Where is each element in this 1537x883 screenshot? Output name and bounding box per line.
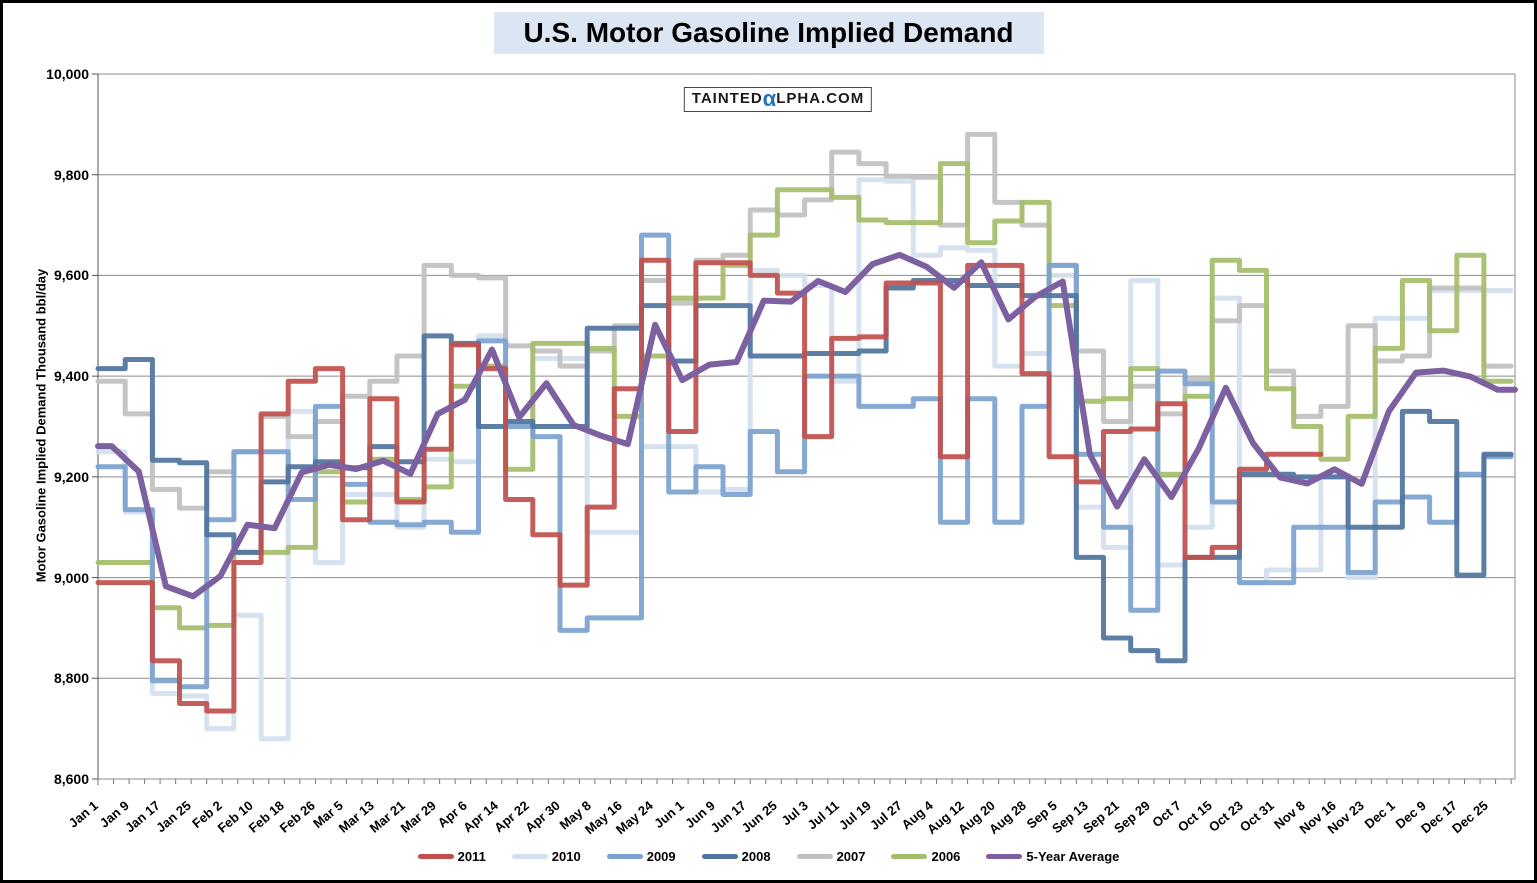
y-axis-label: 8,600 — [53, 771, 89, 787]
legend-label: 2011 — [457, 849, 486, 864]
watermark-badge: TAINTEDαLPHA.COM — [683, 86, 873, 112]
series-line-2006 — [95, 161, 1514, 631]
legend-label: 2007 — [836, 849, 866, 864]
legend-swatch-icon — [986, 854, 1023, 859]
legend-label: 5-Year Average — [1026, 849, 1120, 864]
legend-item-2010: 2010 — [511, 849, 581, 864]
y-axis-label: 9,800 — [53, 166, 89, 183]
legend-item-2008: 2008 — [701, 849, 771, 864]
legend-item-2007: 2007 — [796, 849, 866, 864]
legend-label: 2009 — [646, 849, 676, 864]
legend-swatch-icon — [701, 854, 738, 859]
chart-legend: 2011 2010 2009 2008 2007 2006 5-Year Average — [3, 849, 1534, 864]
watermark-text-left: TAINTED — [691, 90, 763, 107]
y-axis-label: 8,800 — [53, 670, 89, 687]
legend-swatch-icon — [891, 854, 928, 859]
legend-swatch-icon — [796, 854, 833, 859]
legend-item-2011: 2011 — [417, 849, 486, 864]
legend-swatch-icon — [606, 854, 643, 859]
y-axis-label: 10,000 — [46, 66, 89, 82]
y-axis-label: 9,000 — [53, 569, 89, 586]
y-axis-label: 9,400 — [53, 368, 89, 385]
legend-item-5-year-average: 5-Year Average — [986, 849, 1119, 864]
legend-label: 2008 — [741, 849, 771, 864]
chart-plot-area — [92, 73, 1518, 785]
y-axis-label: 9,600 — [53, 267, 89, 284]
legend-swatch-icon — [417, 854, 454, 859]
y-axis-title: Motor Gasoline Implied Demand Thousand b… — [33, 268, 49, 583]
legend-label: 2010 — [551, 849, 581, 864]
legend-swatch-icon — [511, 854, 548, 859]
watermark-alpha-icon: α — [762, 86, 777, 111]
legend-item-2006: 2006 — [891, 849, 960, 864]
watermark-text-right: LPHA.COM — [776, 90, 865, 107]
series-line-5-year-average — [95, 251, 1518, 600]
legend-label: 2006 — [931, 849, 961, 864]
series-line-2011 — [95, 257, 1324, 714]
chart-title: U.S. Motor Gasoline Implied Demand — [493, 12, 1044, 54]
legend-item-2009: 2009 — [606, 849, 676, 864]
y-axis-label: 9,200 — [53, 468, 89, 485]
